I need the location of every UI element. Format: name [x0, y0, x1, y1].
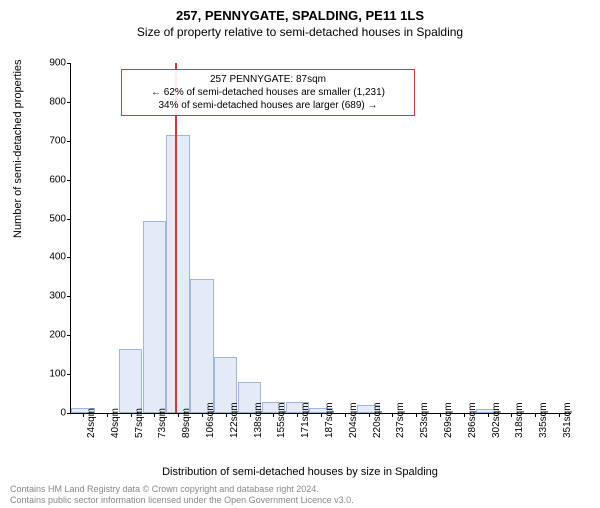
x-tick-label: 351sqm [562, 402, 573, 438]
histogram-bar [119, 349, 142, 413]
footer-line-1: Contains HM Land Registry data © Crown c… [10, 484, 354, 495]
annotation-line: ← 62% of semi-detached houses are smalle… [128, 86, 408, 99]
x-tick-label: 269sqm [443, 402, 454, 438]
histogram-bar [190, 279, 213, 413]
x-tick-mark [392, 413, 393, 417]
x-tick-mark [321, 413, 322, 417]
y-tick-mark [67, 335, 71, 336]
x-tick-mark [107, 413, 108, 417]
y-tick-mark [67, 102, 71, 103]
x-tick-label: 286sqm [467, 402, 478, 438]
x-tick-mark [559, 413, 560, 417]
x-tick-label: 237sqm [395, 402, 406, 438]
x-tick-mark [369, 413, 370, 417]
y-tick-label: 0 [31, 408, 66, 419]
x-tick-label: 253sqm [419, 402, 430, 438]
y-tick-label: 600 [31, 174, 66, 185]
plot-area: 010020030040050060070080090024sqm40sqm57… [70, 63, 571, 414]
footer-attribution: Contains HM Land Registry data © Crown c… [10, 484, 354, 506]
x-tick-mark [345, 413, 346, 417]
y-tick-mark [67, 141, 71, 142]
x-axis-label: Distribution of semi-detached houses by … [0, 466, 600, 478]
x-tick-label: 335sqm [538, 402, 549, 438]
annotation-box: 257 PENNYGATE: 87sqm← 62% of semi-detach… [121, 69, 415, 116]
y-tick-label: 800 [31, 96, 66, 107]
x-tick-mark [511, 413, 512, 417]
footer-line-2: Contains public sector information licen… [10, 495, 354, 506]
x-tick-label: 24sqm [86, 408, 97, 438]
x-tick-mark [202, 413, 203, 417]
x-tick-mark [464, 413, 465, 417]
x-tick-label: 220sqm [372, 402, 383, 438]
x-tick-label: 187sqm [324, 402, 335, 438]
x-tick-label: 318sqm [514, 402, 525, 438]
x-tick-mark [273, 413, 274, 417]
x-tick-mark [440, 413, 441, 417]
x-tick-mark [154, 413, 155, 417]
y-tick-label: 700 [31, 135, 66, 146]
x-tick-mark [131, 413, 132, 417]
x-tick-mark [83, 413, 84, 417]
y-tick-label: 200 [31, 330, 66, 341]
y-tick-label: 900 [31, 58, 66, 69]
chart-title-2: Size of property relative to semi-detach… [0, 25, 600, 39]
annotation-line: 34% of semi-detached houses are larger (… [128, 99, 408, 112]
y-tick-label: 400 [31, 252, 66, 263]
annotation-line: 257 PENNYGATE: 87sqm [128, 73, 408, 86]
x-tick-mark [416, 413, 417, 417]
y-tick-label: 100 [31, 369, 66, 380]
x-tick-mark [297, 413, 298, 417]
y-tick-mark [67, 374, 71, 375]
x-tick-mark [488, 413, 489, 417]
x-tick-mark [535, 413, 536, 417]
x-tick-mark [178, 413, 179, 417]
y-tick-mark [67, 63, 71, 64]
x-tick-mark [250, 413, 251, 417]
y-tick-mark [67, 219, 71, 220]
y-tick-mark [67, 296, 71, 297]
y-tick-label: 500 [31, 213, 66, 224]
y-tick-mark [67, 180, 71, 181]
y-axis-label: Number of semi-detached properties [12, 59, 24, 238]
chart-title-1: 257, PENNYGATE, SPALDING, PE11 1LS [0, 8, 600, 23]
histogram-bar [143, 221, 166, 414]
x-tick-mark [226, 413, 227, 417]
y-tick-mark [67, 257, 71, 258]
y-tick-label: 300 [31, 291, 66, 302]
histogram-bar [166, 135, 189, 413]
x-tick-label: 302sqm [491, 402, 502, 438]
y-tick-mark [67, 413, 71, 414]
